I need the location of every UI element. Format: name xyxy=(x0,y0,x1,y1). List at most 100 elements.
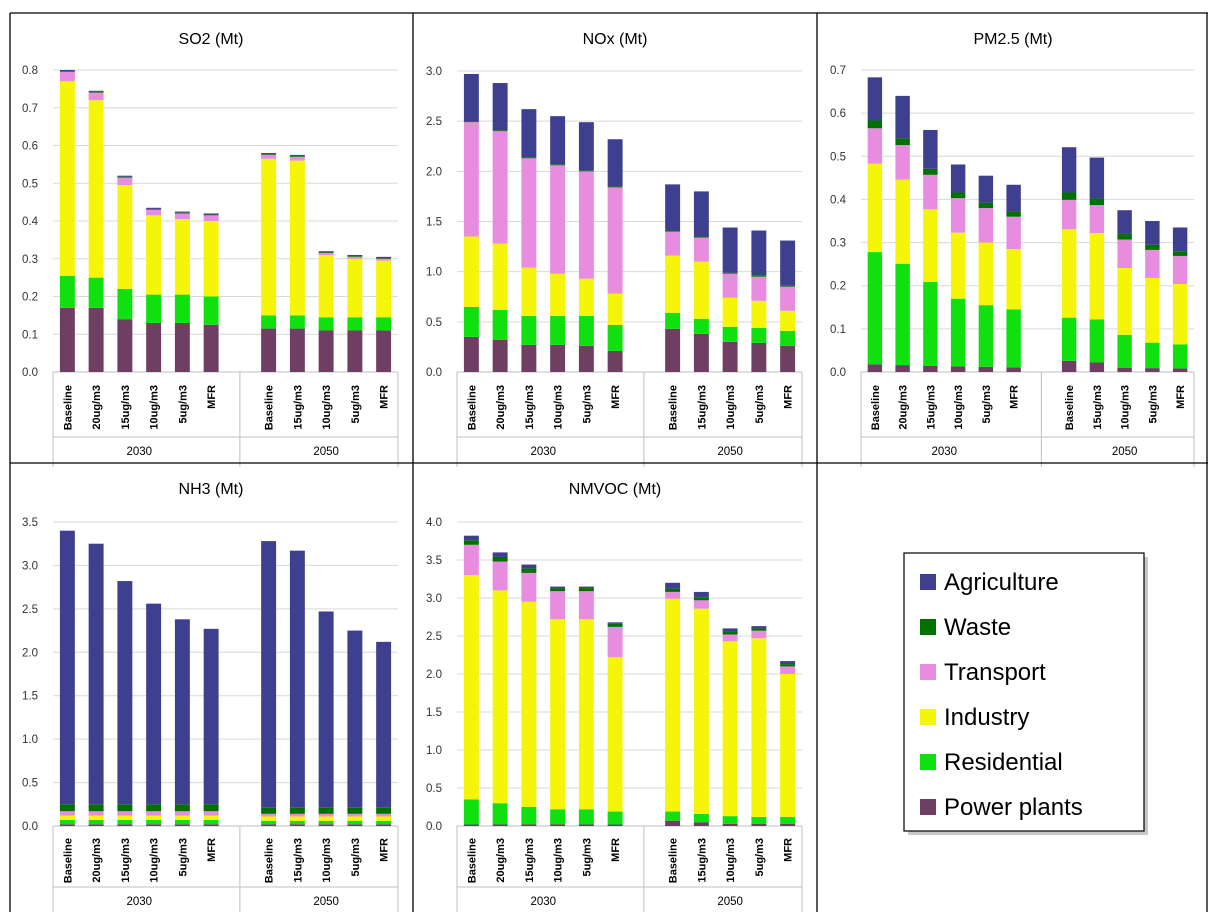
group-label: 2030 xyxy=(931,446,957,458)
y-tick-label: 0.5 xyxy=(426,783,442,795)
bar-segment-residential xyxy=(289,820,305,825)
bar-segment-agriculture xyxy=(665,184,681,231)
bar-segment-waste xyxy=(978,202,994,209)
bar-segment-waste xyxy=(88,804,104,812)
y-tick-label: 0.8 xyxy=(22,65,38,77)
bar-segment-agriculture xyxy=(751,626,767,629)
bar-segment-industry xyxy=(1117,268,1132,335)
bar-segment-industry xyxy=(751,300,767,328)
bar-segment-industry xyxy=(867,163,883,253)
category-label: 5ug/m3 xyxy=(177,838,189,877)
bar-segment-agriculture xyxy=(203,628,219,805)
bar-segment-transport xyxy=(895,145,910,180)
bar-segment-residential xyxy=(59,819,75,825)
legend-label-residential: Residential xyxy=(944,749,1063,776)
y-tick-label: 0.1 xyxy=(830,324,846,336)
bar-segment-residential xyxy=(492,309,508,340)
bar-segment-transport xyxy=(88,811,104,816)
bar-segment-industry xyxy=(722,297,738,327)
bar-segment-power-plants xyxy=(88,824,104,826)
legend-box xyxy=(903,552,1145,832)
bar-segment-industry xyxy=(693,608,709,814)
bar-segment-waste xyxy=(780,285,796,287)
bar-segment-industry xyxy=(174,219,190,295)
bar-segment-residential xyxy=(521,807,537,825)
bar-segment-agriculture xyxy=(665,582,681,589)
y-tick-label: 0.2 xyxy=(22,292,38,304)
category-label: 10ug/m3 xyxy=(953,385,965,430)
bar-segment-power-plants xyxy=(347,824,363,826)
bar-segment-agriculture xyxy=(261,541,277,808)
bar-segment-waste xyxy=(174,804,190,812)
bar-segment-waste xyxy=(521,568,537,573)
bar-segment-transport xyxy=(1117,239,1132,269)
bar-segment-waste xyxy=(463,121,479,123)
y-tick-label: 0.6 xyxy=(22,141,38,153)
bar-segment-power-plants xyxy=(578,345,594,372)
category-label: 5ug/m3 xyxy=(581,385,593,424)
bar-segment-transport xyxy=(665,231,681,256)
y-tick-label: 0.0 xyxy=(22,367,38,379)
bar-segment-industry xyxy=(923,209,938,282)
group-label: 2050 xyxy=(717,446,743,458)
bar-segment-transport xyxy=(751,276,767,301)
y-tick-label: 0.6 xyxy=(830,108,846,120)
bar-segment-agriculture xyxy=(59,530,75,805)
bar-segment-residential xyxy=(1117,334,1132,368)
group-label: 2030 xyxy=(126,446,152,458)
bar-segment-industry xyxy=(978,242,994,306)
bar-segment-transport xyxy=(780,666,796,674)
category-label: 20ug/m3 xyxy=(898,385,910,430)
bar-segment-agriculture xyxy=(376,641,392,808)
bar-segment-power-plants xyxy=(261,824,277,826)
bar-segment-waste xyxy=(693,236,709,238)
bar-segment-industry xyxy=(550,619,566,810)
bar-segment-agriculture xyxy=(550,586,566,589)
bar-segment-power-plants xyxy=(117,824,133,826)
bar-segment-residential xyxy=(722,816,738,824)
bar-segment-waste xyxy=(347,256,363,257)
bar-segment-industry xyxy=(88,815,104,820)
bar-segment-residential xyxy=(867,252,883,365)
y-tick-label: 0.2 xyxy=(830,281,846,293)
bar-segment-power-plants xyxy=(722,341,738,372)
charts-layer: SO2 (Mt) 0.0 0.1 0.2 0.3 0.4 0.5 0.6 0.7 0.8 Basel… xyxy=(22,31,1195,917)
bar-segment-transport xyxy=(174,213,190,220)
bar-segment-power-plants xyxy=(318,330,334,372)
bar-segment-industry xyxy=(665,255,681,313)
bar-segment-power-plants xyxy=(923,365,938,372)
category-label: 15ug/m3 xyxy=(292,838,304,883)
bar-segment-agriculture xyxy=(1006,184,1021,212)
category-label: MFR xyxy=(783,385,795,409)
bar-segment-residential xyxy=(146,819,162,825)
bar-segment-transport xyxy=(203,215,219,221)
bar-segment-industry xyxy=(578,619,594,810)
bar-segment-residential xyxy=(347,317,363,331)
bar-segment-waste xyxy=(1117,233,1132,240)
bar-segment-transport xyxy=(59,811,75,816)
bar-segment-agriculture xyxy=(978,175,994,203)
group-label: 2030 xyxy=(126,896,152,908)
bar-segment-industry xyxy=(289,160,305,316)
bar-segment-industry xyxy=(665,598,681,812)
bar-segment-agriculture xyxy=(289,154,305,157)
chart-panel-1: NOx (Mt) 0.0 0.5 1.0 1.5 2.0 2.5 3.0 Baseline 20u… xyxy=(426,31,803,467)
bar-segment-residential xyxy=(693,318,709,334)
bar-segment-agriculture xyxy=(923,129,938,169)
category-label: Baseline xyxy=(1064,385,1076,430)
bar-segment-residential xyxy=(376,820,392,825)
bar-segment-waste xyxy=(289,156,305,157)
bar-segment-residential xyxy=(347,820,363,825)
bar-segment-agriculture xyxy=(318,611,334,808)
bar-segment-industry xyxy=(88,100,104,278)
bar-segment-agriculture xyxy=(492,83,508,131)
bar-segment-agriculture xyxy=(693,591,709,598)
y-tick-label: 2.5 xyxy=(426,631,442,643)
panel-borders xyxy=(9,12,1208,912)
bar-segment-power-plants xyxy=(1089,362,1105,372)
bar-segment-industry xyxy=(318,816,334,821)
category-label: Baseline xyxy=(62,385,74,430)
chart-panel-4: NMVOC (Mt) 0.0 0.5 1.0 1.5 2.0 2.5 3.0 3.5 4.0 Bas… xyxy=(426,481,803,917)
category-label: 15ug/m3 xyxy=(120,385,132,430)
y-tick-label: 1.5 xyxy=(426,217,442,229)
